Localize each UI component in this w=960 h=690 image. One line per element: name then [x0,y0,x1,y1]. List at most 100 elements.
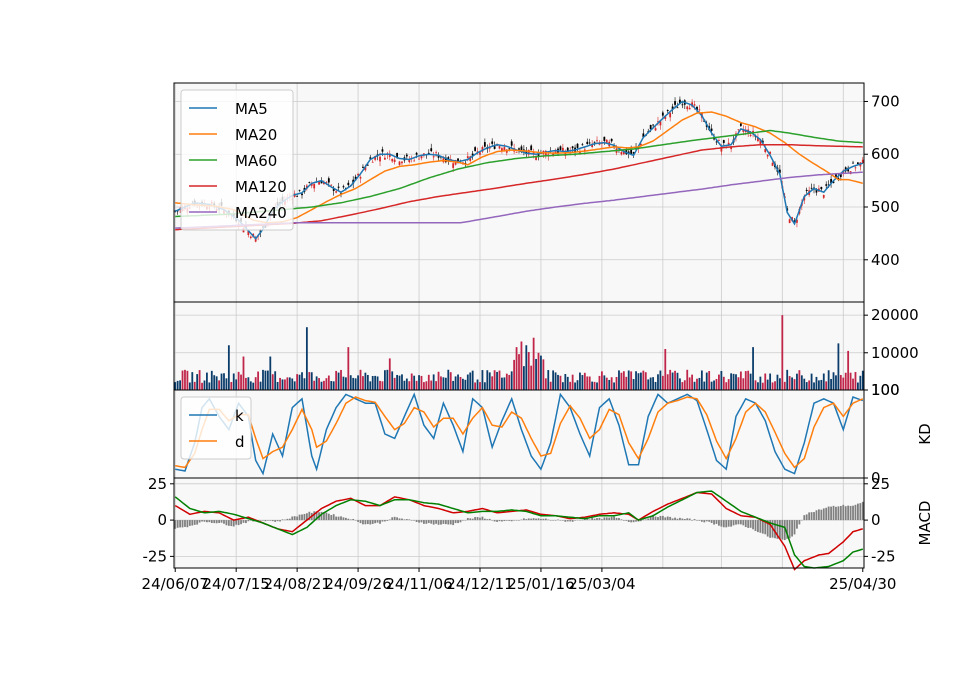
osc-bar [822,508,825,521]
osc-bar [644,519,647,521]
volume-bar [379,380,381,390]
osc-bar [210,520,213,523]
osc-bar [281,519,284,521]
volume-bar [788,376,791,390]
osc-bar [527,518,530,521]
osc-bar [620,519,623,521]
volume-bar [308,372,311,390]
volume-bar [752,347,754,390]
candle-body [444,157,447,163]
candle-body [471,153,474,157]
osc-bar [847,505,850,521]
osc-bar [696,520,698,521]
osc-bar [474,517,477,521]
candle-body [630,149,633,155]
x-tick-label: 24/08/21 [263,575,330,593]
volume-bar [569,381,572,390]
candle-body [666,110,669,112]
osc-bar [657,517,659,521]
osc-bar [674,517,676,521]
volume-bar [386,369,389,390]
kd-ylabel: KD [916,423,934,444]
candle-body [332,188,335,191]
osc-bar [761,520,764,534]
volume-bar [218,380,221,390]
volume-bar [374,375,377,390]
osc-bar [269,520,272,521]
volume-bar [303,378,306,390]
volume-bar [179,380,181,390]
volume-bar [313,380,316,390]
macd-border [173,477,865,569]
volume-bar [352,377,355,390]
volume-bar [447,369,450,390]
legend-label-ma5: MA5 [235,100,268,118]
osc-bar [642,519,645,521]
volume-bar [398,375,401,390]
volume-bar [508,374,511,390]
osc-bar [735,520,737,525]
volume-bar [232,373,235,390]
candle-body [374,155,377,160]
osc-bar [303,513,306,521]
osc-bar [588,519,591,521]
osc-bar [293,516,296,521]
osc-bar [374,520,377,524]
volume-bar [452,380,455,390]
volume-bar [498,370,501,390]
volume-bar [347,347,350,390]
candle-body [839,173,842,178]
osc-bar [849,505,852,521]
volume-bar [503,377,506,390]
x-tick-label: 25/04/30 [829,575,896,593]
osc-bar [671,518,674,521]
volume-bar [269,356,272,390]
osc-bar [296,516,299,521]
volume-bar [469,372,472,390]
candle-body [825,184,828,186]
osc-bar [215,520,218,524]
volume-bar [600,371,603,390]
volume-bar [413,375,416,390]
volume-bar [776,374,779,390]
osc-bar [625,520,628,521]
osc-bar [218,520,221,523]
volume-bar [201,382,203,390]
osc-bar [759,520,762,533]
osc-bar [686,518,689,521]
osc-bar [703,520,706,523]
candle-body [749,134,752,136]
candle-body [532,151,535,154]
candle-body [474,147,477,151]
osc-bar [603,517,606,521]
volume-bar [815,376,818,390]
candle-body [830,179,832,184]
candle-body [408,159,411,163]
volume-bar [366,374,369,390]
volume-bar [493,370,496,390]
candle-body [347,182,350,186]
volume-bar [713,380,715,390]
osc-bar [357,520,359,522]
volume-bar [803,378,806,390]
osc-bar [593,518,596,521]
volume-bar [632,379,635,390]
osc-bar [379,520,381,524]
candle-body [576,143,579,148]
candle-body [415,152,418,155]
osc-bar [203,520,206,522]
volume-bar [425,381,428,390]
volume-bar [564,374,567,390]
volume-bar [852,378,854,390]
candle-body [603,136,606,141]
candle-body [479,152,481,155]
volume-bar [196,374,199,390]
volume-bar [208,382,211,390]
candle-body [420,156,423,159]
osc-bar [240,520,242,525]
osc-bar [820,509,823,521]
volume-bar [778,378,781,390]
volume-bar [230,382,233,390]
candle-body [393,159,396,162]
volume-bar [720,370,723,390]
